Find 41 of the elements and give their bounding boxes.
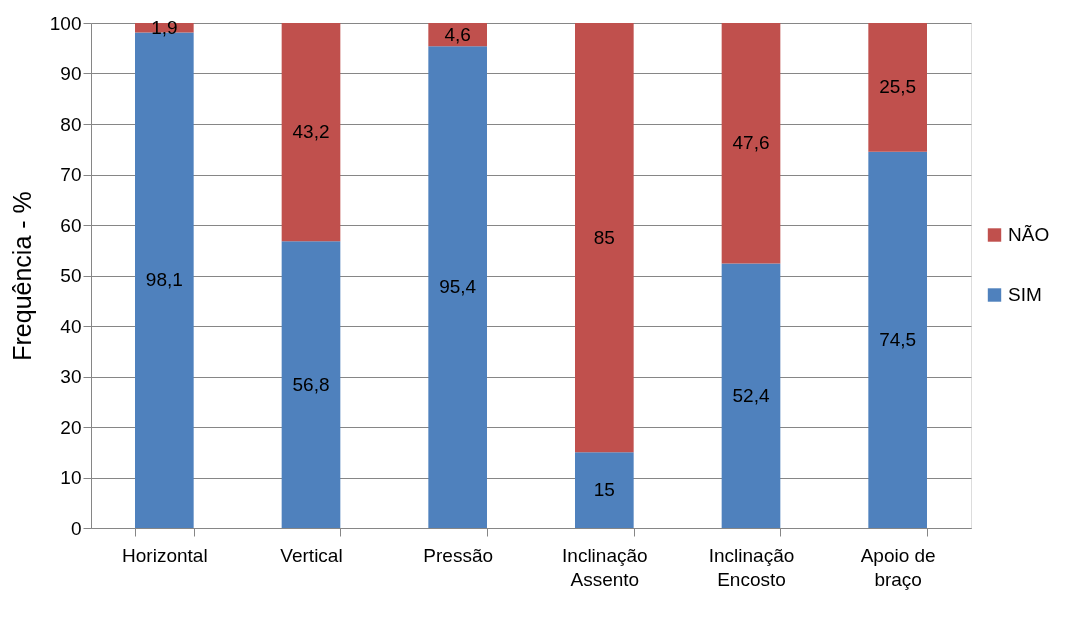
bar: [575, 23, 634, 453]
x-tick-label: Apoio de braço: [860, 544, 936, 590]
y-tick-label: 100: [49, 12, 82, 34]
data-label: 43,2: [292, 121, 330, 143]
y-tick-label: 90: [60, 63, 82, 84]
data-label: 4,6: [444, 23, 471, 45]
y-tick-label: 70: [60, 164, 82, 185]
x-tick-label: Inclinação Assento: [562, 544, 648, 590]
bar: [428, 46, 487, 528]
x-tick-label: Vertical: [280, 544, 343, 566]
y-tick-label: 60: [60, 214, 82, 236]
x-tick-label: Horizontal: [122, 544, 208, 566]
bar: [281, 241, 341, 528]
bar: [721, 23, 781, 264]
bar: [868, 23, 927, 152]
y-tick-label: 80: [60, 113, 82, 135]
data-label: 52,4: [732, 384, 770, 406]
data-label: 15: [593, 479, 615, 501]
y-tick-label: 0: [70, 517, 82, 539]
data-label: 95,4: [439, 276, 477, 298]
bar: [721, 263, 781, 528]
data-label: 74,5: [879, 328, 917, 350]
y-tick-label: 50: [60, 265, 82, 286]
data-label: 85: [593, 226, 615, 248]
x-tick-label: Pressão: [423, 544, 494, 566]
data-label: 56,8: [292, 373, 330, 395]
data-label: 47,6: [732, 132, 770, 154]
y-tick-label: 40: [60, 315, 82, 337]
bar: [575, 452, 634, 528]
y-tick-label: 30: [60, 366, 82, 387]
y-tick-label: 10: [60, 467, 82, 488]
y-tick-label: 20: [60, 416, 82, 438]
x-tick-label: Inclinação Encosto: [708, 544, 795, 590]
legend-label: NÃO: [1008, 224, 1050, 245]
data-label: 25,5: [879, 76, 917, 98]
bar: [868, 151, 927, 528]
data-label: 1,9: [151, 16, 178, 38]
legend-label: SIM: [1008, 284, 1042, 305]
bar: [281, 23, 341, 242]
y-axis-title: Frequência - %: [7, 191, 36, 361]
data-label: 98,1: [145, 269, 183, 291]
